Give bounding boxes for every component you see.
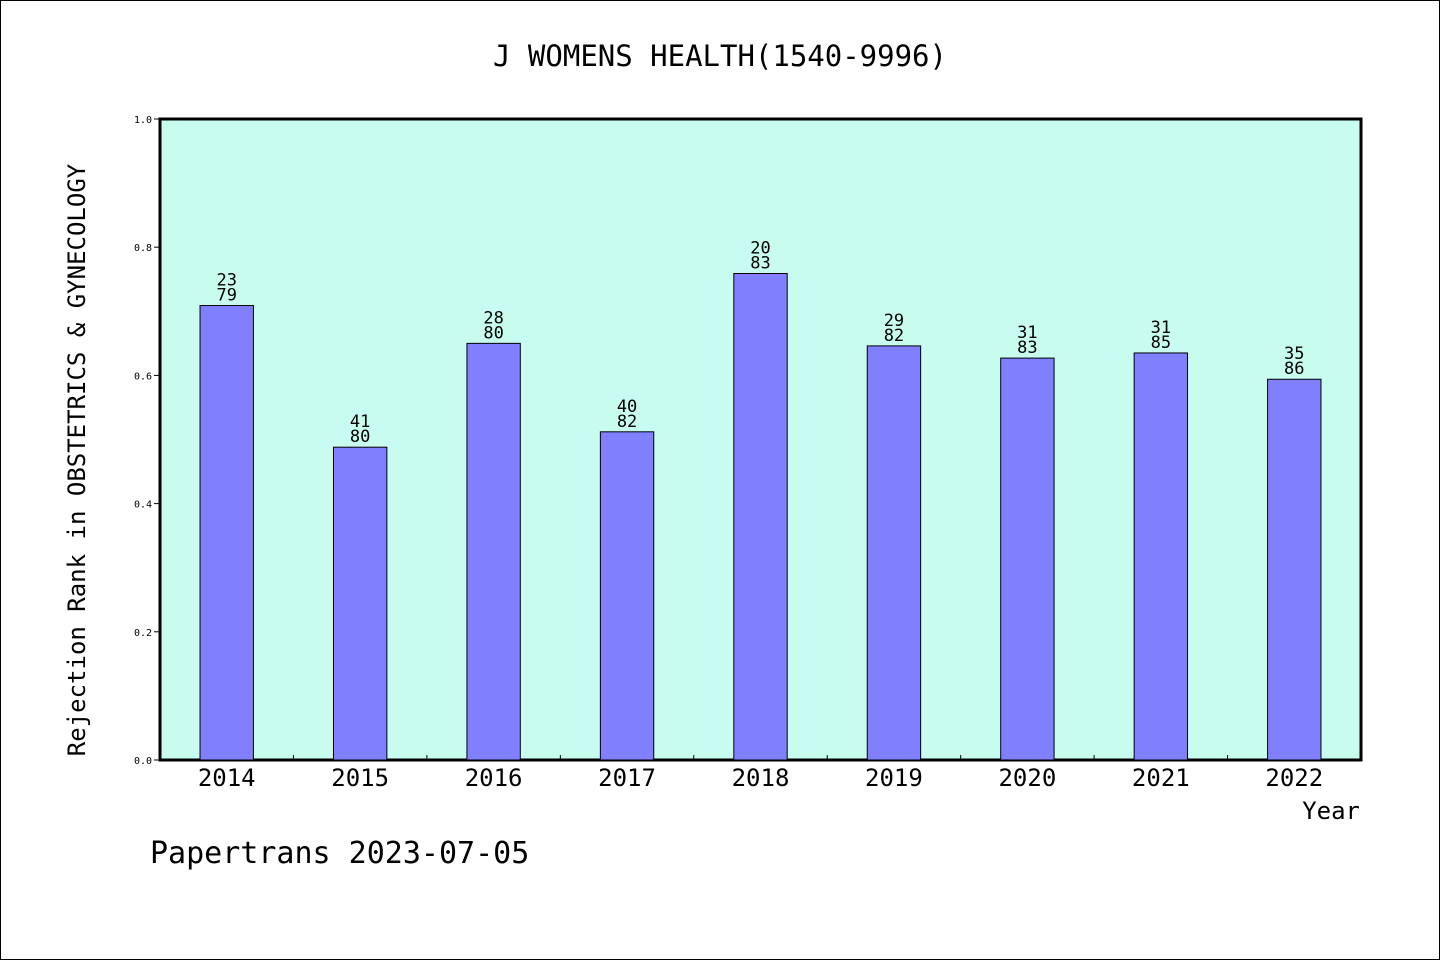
x-tick-label: 2014	[198, 764, 256, 792]
x-axis-title: Year	[1302, 797, 1360, 825]
data-label-bottom: 85	[1151, 333, 1171, 353]
bar-2016	[466, 342, 521, 761]
x-tick-label: 2016	[465, 764, 523, 792]
data-label-bottom: 79	[216, 286, 236, 306]
data-label-bottom: 80	[483, 323, 503, 343]
y-tick-label: 0.2	[134, 628, 152, 639]
y-tick-label: 0.8	[134, 243, 152, 254]
x-tick-label: 2017	[598, 764, 656, 792]
bar-2014	[199, 305, 254, 761]
bars	[199, 272, 1322, 761]
x-tick-label: 2020	[998, 764, 1056, 792]
x-axis-ticks	[292, 755, 1229, 760]
y-axis-title: Rejection Rank in OBSTETRICS & GYNECOLOG…	[63, 163, 91, 756]
bar-2021	[1133, 352, 1189, 761]
y-tick-label: 0.4	[134, 500, 152, 511]
data-label-top: 29	[884, 311, 904, 331]
bar-2020	[1000, 357, 1055, 761]
bar-2017	[599, 431, 655, 761]
data-label-top: 23	[216, 271, 236, 291]
x-tick-label: 2018	[732, 764, 790, 792]
data-label-top: 31	[1017, 323, 1037, 343]
footer-credit: Papertrans 2023-07-05	[150, 836, 529, 871]
y-tick-label: 0.6	[134, 371, 152, 382]
data-label-top: 28	[483, 308, 503, 328]
data-label-top: 35	[1284, 344, 1304, 364]
data-label-bottom: 82	[617, 412, 637, 432]
data-label-top: 41	[350, 412, 370, 432]
bar-2015	[332, 446, 388, 761]
x-tick-label: 2019	[865, 764, 923, 792]
data-label-top: 31	[1151, 318, 1171, 338]
y-tick-label: 0.0	[134, 756, 152, 767]
x-tick-label: 2021	[1132, 764, 1190, 792]
data-label-top: 40	[617, 397, 637, 417]
data-label-bottom: 83	[1017, 338, 1037, 358]
chart-title: J WOMENS HEALTH(1540-9996)	[493, 39, 947, 73]
bar-2022	[1267, 378, 1322, 761]
x-tick-label: 2015	[331, 764, 389, 792]
y-tick-label: 1.0	[134, 115, 152, 126]
data-label-top: 20	[750, 238, 770, 258]
data-label-bottom: 86	[1284, 359, 1304, 379]
x-axis-tick-labels: 2014 2015 2016 2017 2018 2019 2020 2021 2022	[198, 764, 1323, 792]
data-label-bottom: 83	[750, 253, 770, 273]
data-label-bottom: 80	[350, 427, 370, 447]
bar-2019	[866, 345, 922, 761]
x-tick-label: 2022	[1265, 764, 1323, 792]
data-label-bottom: 82	[884, 326, 904, 346]
y-axis-ticks: 0.0 0.2 0.4 0.6 0.8 1.0	[134, 115, 160, 767]
bar-2018	[733, 272, 788, 761]
